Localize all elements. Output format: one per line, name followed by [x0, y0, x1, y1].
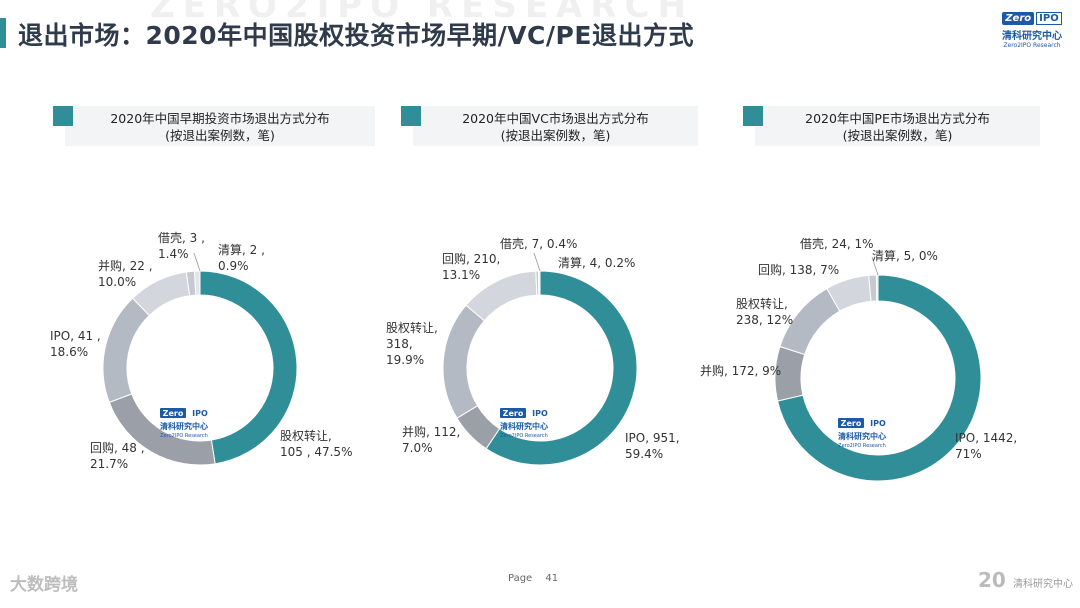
center-logo-badge — [160, 408, 186, 418]
center-logo: Zero IPO 清科研究中心 Zero2IPO Research — [838, 418, 886, 449]
donut-slice-IPO — [485, 270, 638, 466]
center-logo-en: Zero2IPO Research — [160, 433, 208, 439]
slice-label: 59.4% — [625, 447, 663, 461]
slice-label: 105 , 47.5% — [280, 445, 352, 459]
page-number: 41 — [545, 573, 559, 584]
slice-label: 股权转让, — [736, 296, 788, 311]
slice-label: 清算, 2 , — [218, 242, 265, 257]
footer-brand-text: 大数跨境 — [10, 575, 78, 595]
slice-label: 股权转让, — [386, 320, 438, 335]
center-logo-ipo: IPO — [532, 409, 548, 418]
chart-title-pe: 2020年中国PE市场退出方式分布 (按退出案例数，笔) — [743, 106, 1040, 146]
slice-label: 19.9% — [386, 353, 424, 367]
slice-label: 13.1% — [442, 268, 480, 282]
chart-title-line2: (按退出案例数，笔) — [500, 128, 611, 143]
center-logo-zero: Zero — [841, 419, 862, 428]
slice-label: 21.7% — [90, 457, 128, 471]
slice-label: 清算, 4, 0.2% — [558, 255, 635, 270]
leader-line — [533, 252, 541, 272]
slice-label: 7.0% — [402, 441, 433, 455]
center-logo-cn: 清科研究中心 — [500, 421, 548, 431]
chart-title-line2: (按退出案例数，笔) — [165, 128, 275, 143]
center-logo: Zero IPO 清科研究中心 Zero2IPO Research — [500, 408, 548, 439]
center-logo-zero: Zero — [503, 409, 524, 418]
footer-logo-text: 清科研究中心 — [1013, 579, 1074, 590]
slice-label: IPO, 951, — [625, 431, 680, 445]
slice-label: 股权转让, — [280, 428, 332, 443]
slice-label: 71% — [955, 447, 982, 461]
slice-label: 1.4% — [158, 247, 189, 261]
slice-label: IPO, 1442, — [955, 431, 1017, 445]
slice-label: 0.9% — [218, 259, 249, 273]
slice-label: 回购, 138, 7% — [758, 262, 839, 277]
page-label: Page — [508, 573, 533, 584]
chart-title-line1: 2020年中国VC市场退出方式分布 — [462, 111, 649, 126]
donut-slice-清算 — [537, 270, 541, 296]
center-logo-zero: Zero — [163, 409, 184, 418]
chart-title-line1: 2020年中国早期投资市场退出方式分布 — [110, 111, 330, 126]
slice-label: 借壳, 3 , — [158, 231, 205, 245]
slice-label: 并购, 112, — [402, 424, 460, 439]
donut-slice-IPO — [102, 297, 151, 404]
slice-label: 回购, 210, — [442, 251, 500, 266]
chart-title-early: 2020年中国早期投资市场退出方式分布 (按退出案例数，笔) — [53, 106, 375, 146]
slice-label: 并购, 172, 9% — [700, 363, 781, 378]
chart-title-line2: (按退出案例数，笔) — [842, 128, 953, 143]
center-logo: Zero IPO 清科研究中心 Zero2IPO Research — [160, 408, 208, 439]
slice-label: 回购, 48 , — [90, 440, 145, 455]
center-logo-badge — [838, 418, 864, 428]
slice-label: 10.0% — [98, 275, 136, 289]
slice-label: IPO, 41 , — [50, 329, 101, 343]
donut-chart-early: 股权转让, 105 , 47.5% 回购, 48 , 21.7% IPO, 41 , 18… — [50, 231, 352, 471]
chart-title-marker — [53, 106, 73, 126]
center-logo-ipo: IPO — [192, 409, 208, 418]
center-logo-en: Zero2IPO Research — [838, 443, 886, 449]
chart-title-marker — [401, 106, 421, 126]
donut-slice-股权转让 — [442, 304, 486, 419]
center-logo-ipo: IPO — [870, 419, 886, 428]
page-title: 退出市场：2020年中国股权投资市场早期/VC/PE退出方式 — [18, 21, 694, 50]
donut-slice-清算 — [193, 270, 201, 296]
footer-logo: 20 清科研究中心 — [978, 568, 1073, 592]
chart-title-marker — [743, 106, 763, 126]
zero2ipo-logo: Zero IPO 清科研究中心 Zero2IPO Research — [1000, 12, 1064, 49]
donut-slice-股权转让 — [199, 270, 298, 465]
title-accent-bar — [0, 18, 6, 48]
leader-line — [871, 256, 879, 276]
center-logo-cn: 清科研究中心 — [838, 431, 886, 441]
donut-chart-pe: IPO, 1442, 71% 并购, 172, 9% 股权转让, 238, 12% 回购,… — [700, 237, 1017, 482]
slice-label: 清算, 5, 0% — [872, 248, 938, 263]
chart-title-vc: 2020年中国VC市场退出方式分布 (按退出案例数，笔) — [401, 106, 698, 146]
logo-ipo-text: IPO — [1036, 12, 1062, 25]
donut-chart-vc: IPO, 951, 59.4% 并购, 112, 7.0% 股权转让, 318, 19.9%… — [386, 237, 680, 466]
footer-brand: 大数跨境 — [10, 570, 78, 595]
leader-line — [193, 252, 201, 272]
slice-label: 318, — [386, 337, 413, 351]
logo-zero-text: Zero — [1002, 12, 1035, 25]
slice-label: 18.6% — [50, 345, 88, 359]
logo-cn-text: 清科研究中心 — [1002, 31, 1062, 42]
footer-logo-mark: 20 — [978, 568, 1006, 592]
slice-label: 238, 12% — [736, 313, 793, 327]
header-watermark: ZERO2IPO RESEARCH — [150, 0, 694, 26]
logo-en-text: Zero2IPO Research — [1003, 42, 1061, 49]
chart-title-line1: 2020年中国PE市场退出方式分布 — [805, 111, 990, 126]
center-logo-en: Zero2IPO Research — [500, 433, 548, 439]
slice-label: 借壳, 24, 1% — [800, 237, 874, 251]
donut-slice-IPO — [776, 274, 982, 482]
slice-label: 借壳, 7, 0.4% — [500, 237, 577, 251]
page-indicator: Page 41 — [508, 573, 558, 584]
center-logo-cn: 清科研究中心 — [160, 421, 208, 431]
center-logo-badge — [500, 408, 526, 418]
donut-slice-清算 — [875, 274, 879, 302]
slice-label: 并购, 22 , — [98, 258, 153, 273]
